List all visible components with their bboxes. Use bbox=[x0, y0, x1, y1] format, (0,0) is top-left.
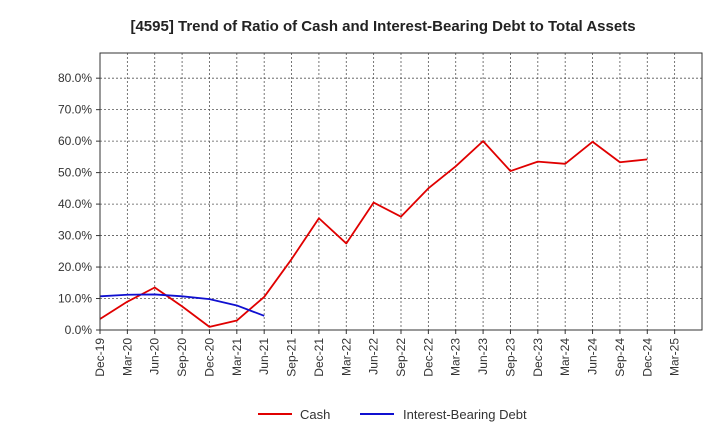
x-axis: Dec-19 Mar-20 Jun-20 Sep-20 Dec-20 Mar-21 Jun-… bbox=[93, 330, 682, 377]
x-tick-label: Dec-19 bbox=[93, 338, 107, 377]
series-line-cash bbox=[99, 140, 648, 328]
x-tick-label: Dec-23 bbox=[531, 338, 545, 377]
legend-label-interest-bearing-debt: Interest-Bearing Debt bbox=[403, 407, 527, 422]
x-tick-label: Dec-24 bbox=[640, 338, 654, 377]
x-tick-label: Sep-23 bbox=[503, 338, 517, 377]
x-tick-label: Sep-20 bbox=[175, 338, 189, 377]
x-tick-label: Dec-20 bbox=[202, 338, 216, 377]
x-tick-label: Dec-21 bbox=[312, 338, 326, 377]
x-tick-label: Jun-24 bbox=[586, 338, 600, 375]
x-tick-label: Jun-22 bbox=[367, 338, 381, 375]
x-tick-label: Sep-22 bbox=[394, 338, 408, 377]
x-tick-label: Mar-25 bbox=[668, 338, 682, 376]
series-lines bbox=[99, 140, 648, 328]
y-tick-label: 30.0% bbox=[58, 229, 92, 243]
x-tick-label: Mar-21 bbox=[230, 338, 244, 376]
plot-frame bbox=[99, 52, 703, 331]
y-tick-label: 50.0% bbox=[58, 166, 92, 180]
y-tick-label: 60.0% bbox=[58, 134, 92, 148]
x-tick-label: Mar-23 bbox=[449, 338, 463, 376]
plot-area bbox=[100, 53, 702, 330]
x-tick-label: Mar-24 bbox=[558, 338, 572, 376]
x-tick-label: Sep-21 bbox=[285, 338, 299, 377]
x-tick-label: Jun-20 bbox=[148, 338, 162, 375]
series-line-interest-bearing-debt bbox=[99, 293, 265, 317]
legend-label-cash: Cash bbox=[300, 407, 330, 422]
x-tick-label: Jun-21 bbox=[257, 338, 271, 375]
x-tick-label: Mar-20 bbox=[120, 338, 134, 376]
x-tick-label: Dec-22 bbox=[421, 338, 435, 377]
x-tick-label: Mar-22 bbox=[339, 338, 353, 376]
y-tick-label: 0.0% bbox=[65, 323, 93, 337]
x-tick-label: Sep-24 bbox=[613, 338, 627, 377]
y-tick-label: 80.0% bbox=[58, 71, 92, 85]
y-tick-label: 70.0% bbox=[58, 103, 92, 117]
legend: Cash Interest-Bearing Debt bbox=[258, 407, 527, 422]
x-tick-label: Jun-23 bbox=[476, 338, 490, 375]
y-tick-label: 20.0% bbox=[58, 260, 92, 274]
chart-title: [4595] Trend of Ratio of Cash and Intere… bbox=[130, 18, 635, 35]
y-tick-label: 40.0% bbox=[58, 197, 92, 211]
y-tick-label: 10.0% bbox=[58, 292, 92, 306]
y-axis: 0.0% 10.0% 20.0% 30.0% 40.0% 50.0% 60.0% 70.0% 8… bbox=[58, 71, 100, 337]
